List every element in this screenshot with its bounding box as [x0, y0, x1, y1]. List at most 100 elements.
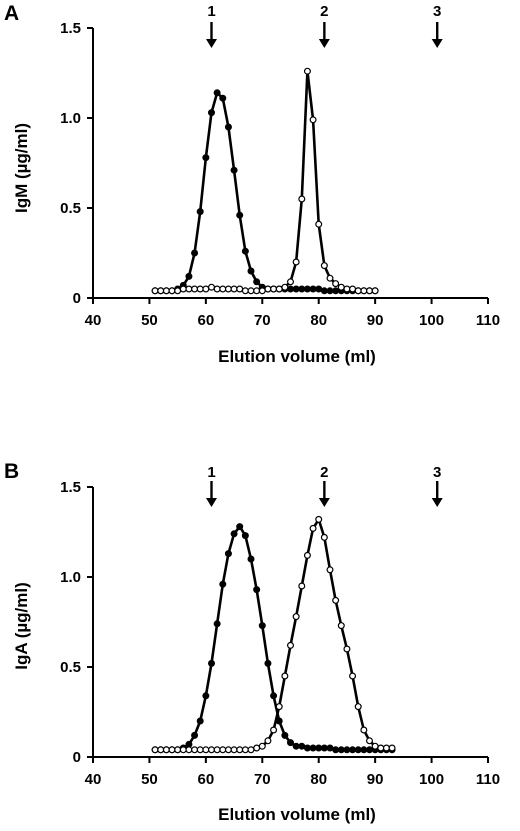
data-point-filled	[213, 89, 221, 97]
data-point-open	[298, 582, 306, 590]
y-tick-label: 1.5	[60, 479, 81, 496]
data-point-open	[230, 746, 238, 754]
data-point-open	[326, 274, 334, 282]
series-line-filled	[155, 91, 376, 293]
data-point-filled	[281, 731, 289, 739]
data-point-filled	[360, 746, 368, 754]
marker-label: 3	[433, 3, 441, 20]
data-point-filled	[332, 287, 340, 295]
y-axis-label-a: IgM (µg/ml)	[12, 123, 31, 213]
x-tick-label: 90	[367, 771, 384, 788]
data-point-open	[371, 742, 379, 750]
data-point-open	[162, 287, 170, 295]
data-point-filled	[337, 746, 345, 754]
data-point-open	[219, 746, 227, 754]
y-tick-label: 1.5	[60, 20, 81, 37]
data-point-open	[360, 287, 368, 295]
series-line-filled	[155, 525, 393, 752]
data-point-filled	[292, 285, 300, 293]
marker-arrow-icon	[431, 39, 443, 48]
data-point-open	[303, 67, 311, 75]
x-tick-label: 110	[476, 771, 500, 788]
data-point-open	[366, 287, 374, 295]
data-point-filled	[230, 530, 238, 538]
data-point-open	[298, 195, 306, 203]
data-point-filled	[224, 123, 232, 131]
data-point-filled	[303, 744, 311, 752]
series-lines-b	[155, 518, 393, 752]
data-point-filled	[191, 249, 199, 257]
data-point-open	[287, 641, 295, 649]
data-point-open	[258, 742, 266, 750]
y-tick-label: 0.5	[60, 659, 81, 676]
marker-label: 3	[433, 464, 441, 481]
data-point-open	[315, 220, 323, 228]
data-point-open	[157, 746, 165, 754]
data-point-open	[151, 287, 159, 295]
data-point-open	[236, 746, 244, 754]
marker-label: 1	[207, 464, 215, 481]
data-point-open	[303, 551, 311, 559]
axes-a: 40 50 60 70 80 90 100 110 0 0.5 1.0 1.5	[60, 20, 500, 329]
data-point-open	[315, 515, 323, 523]
data-point-filled	[298, 285, 306, 293]
data-point-open	[247, 746, 255, 754]
data-point-open	[191, 285, 199, 293]
data-point-filled	[292, 742, 300, 750]
data-point-filled	[264, 659, 272, 667]
data-point-open	[208, 746, 216, 754]
data-point-filled	[185, 272, 193, 280]
marker-arrow-icon	[318, 498, 330, 507]
data-point-open	[247, 287, 255, 295]
y-tick-label: 1.0	[60, 569, 81, 586]
x-axis-label-a: Elution volume (ml)	[218, 347, 376, 366]
data-point-open	[179, 746, 187, 754]
data-point-open	[151, 746, 159, 754]
x-tick-label: 40	[85, 312, 102, 329]
data-point-filled	[219, 580, 227, 588]
column-markers-a: 1 2 3	[206, 3, 443, 48]
data-point-filled	[287, 285, 295, 293]
data-point-open	[224, 285, 232, 293]
data-point-filled	[326, 287, 334, 295]
x-tick-label: 110	[476, 312, 500, 329]
data-point-filled	[332, 746, 340, 754]
series-lines-a	[155, 69, 376, 293]
marker-label: 1	[207, 3, 215, 20]
data-point-open	[179, 285, 187, 293]
chart-panel-a: A IgM (µg/ml) Elution volume (ml) 40 50 60…	[4, 2, 500, 366]
x-tick-label: 50	[141, 312, 158, 329]
data-point-open	[332, 280, 340, 288]
data-point-filled	[366, 746, 374, 754]
data-point-open	[185, 746, 193, 754]
data-points-a	[151, 67, 379, 295]
data-point-open	[349, 672, 357, 680]
x-tick-label: 70	[254, 312, 271, 329]
data-point-open	[264, 737, 272, 745]
y-tick-label: 1.0	[60, 110, 81, 127]
data-point-filled	[247, 555, 255, 563]
marker-label: 2	[320, 3, 328, 20]
x-tick-label: 50	[141, 771, 158, 788]
data-point-filled	[224, 550, 232, 558]
data-point-open	[168, 746, 176, 754]
data-point-filled	[258, 622, 266, 630]
data-point-open	[230, 285, 238, 293]
data-point-open	[326, 566, 334, 574]
data-point-filled	[303, 285, 311, 293]
data-point-filled	[298, 742, 306, 750]
data-point-open	[366, 737, 374, 745]
data-point-open	[320, 533, 328, 541]
data-point-open	[309, 524, 317, 532]
data-point-open	[292, 613, 300, 621]
marker-label: 2	[320, 464, 328, 481]
marker-arrow-icon	[318, 39, 330, 48]
data-point-filled	[208, 659, 216, 667]
data-point-filled	[241, 247, 249, 255]
data-point-open	[168, 287, 176, 295]
x-tick-label: 90	[367, 312, 384, 329]
data-points-b	[151, 515, 396, 754]
data-point-open	[337, 622, 345, 630]
data-point-filled	[219, 94, 227, 102]
